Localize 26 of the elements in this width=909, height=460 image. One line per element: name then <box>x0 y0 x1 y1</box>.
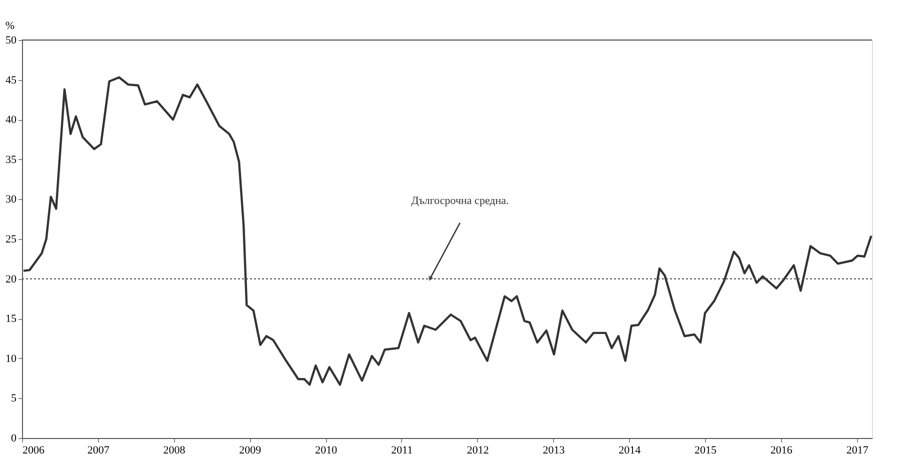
y-tick-label: 40 <box>6 114 17 126</box>
x-tick-label: 2010 <box>315 444 338 456</box>
y-tick-label: 25 <box>6 234 17 246</box>
x-tick-label: 2008 <box>163 444 186 456</box>
y-tick-label: 15 <box>6 313 17 326</box>
y-tick-label: 0 <box>11 432 17 444</box>
x-tick-label: 2017 <box>846 444 869 456</box>
x-tick-label: 2016 <box>770 444 793 456</box>
y-tick-label: 20 <box>6 273 17 286</box>
x-tick-label: 2015 <box>694 444 718 456</box>
y-axis-title: % <box>5 20 15 32</box>
ref-line-label: Дългосрочна средна. <box>411 194 510 207</box>
y-tick-label: 45 <box>6 74 17 86</box>
y-tick-label: 5 <box>11 392 17 405</box>
y-tick-label: 30 <box>6 194 17 206</box>
x-tick-label: 2011 <box>391 444 413 456</box>
y-tick-label: 50 <box>6 34 17 46</box>
y-tick-label: 10 <box>6 352 17 365</box>
x-tick-label: 2006 <box>22 444 45 456</box>
x-tick-label: 2007 <box>87 444 110 456</box>
x-tick-label: 2012 <box>466 444 489 456</box>
x-tick-label: 2013 <box>542 444 566 456</box>
y-tick-label: 35 <box>6 154 17 166</box>
x-tick-label: 2014 <box>618 444 642 456</box>
line-series <box>22 76 872 386</box>
x-tick-label: 2009 <box>239 444 262 456</box>
